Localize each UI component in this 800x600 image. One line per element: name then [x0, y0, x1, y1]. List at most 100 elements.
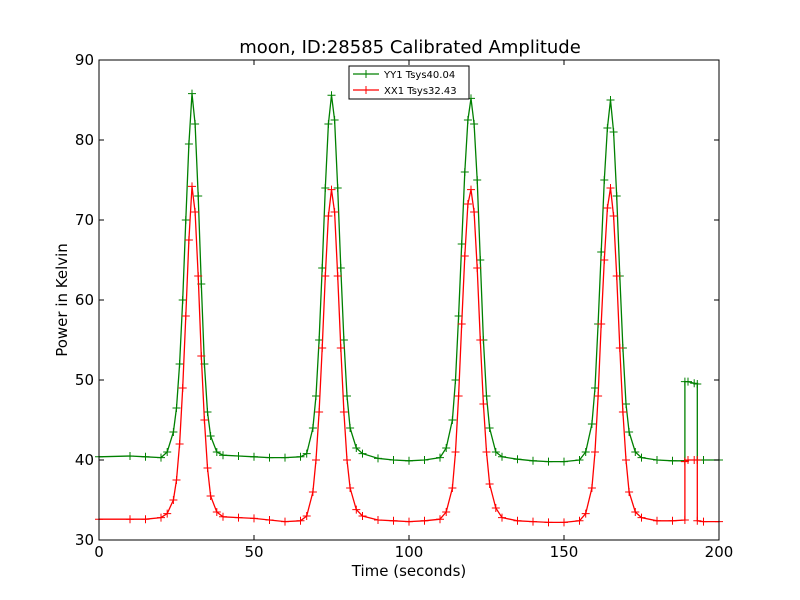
data-point [618, 408, 627, 416]
legend-label: XX1 Tsys32.43 [384, 86, 457, 97]
data-point [600, 176, 609, 184]
data-point [451, 376, 460, 384]
data-point [318, 264, 327, 272]
data-point [473, 176, 482, 184]
data-point [312, 392, 320, 400]
data-point [265, 453, 274, 462]
data-point [181, 216, 190, 224]
data-point [457, 320, 466, 328]
data-point [460, 168, 469, 176]
chart-title: moon, ID:28585 Calibrated Amplitude [239, 37, 581, 58]
data-point [442, 508, 451, 516]
data-point [339, 408, 348, 416]
data-point [693, 516, 702, 525]
data-point [454, 312, 463, 320]
data-point [389, 456, 398, 464]
data-point [358, 449, 367, 458]
data-point [281, 453, 289, 462]
data-point [308, 488, 317, 496]
data-point [169, 428, 178, 436]
data-point [219, 512, 227, 521]
data-point [206, 432, 215, 440]
data-point [327, 91, 336, 100]
data-point [597, 320, 606, 328]
data-point [581, 448, 590, 456]
data-point [482, 448, 491, 456]
data-point [597, 248, 606, 256]
data-point [352, 505, 361, 514]
data-point [324, 212, 333, 220]
data-point [467, 185, 475, 194]
data-point [544, 518, 553, 527]
data-point [302, 449, 311, 458]
series-0 [95, 89, 723, 466]
data-point [498, 452, 506, 461]
data-point [141, 452, 150, 461]
x-axis-label: Time (seconds) [351, 562, 467, 580]
data-point [491, 448, 500, 456]
data-point [668, 516, 677, 525]
data-point [330, 208, 339, 216]
data-point [498, 513, 506, 522]
data-point [126, 452, 134, 460]
data-point [454, 392, 463, 400]
data-point [206, 492, 215, 500]
data-point [163, 448, 172, 456]
data-point [668, 456, 677, 465]
data-point [191, 120, 200, 128]
data-point [389, 516, 398, 525]
y-axis-label: Power in Kelvin [53, 243, 71, 357]
data-point [699, 517, 708, 526]
data-point [352, 444, 361, 452]
data-point [339, 336, 348, 344]
data-point [631, 508, 640, 516]
data-point [203, 464, 212, 472]
data-point [346, 484, 355, 492]
data-point [587, 420, 596, 428]
data-point [615, 344, 624, 352]
data-point [321, 184, 330, 192]
data-point [358, 512, 367, 520]
plot-frame [98, 59, 720, 541]
data-point [420, 456, 429, 464]
data-point [560, 457, 568, 466]
data-point [321, 272, 330, 280]
data-point [178, 384, 187, 392]
data-point [448, 416, 457, 424]
data-point [476, 336, 485, 344]
data-point [197, 352, 206, 360]
data-point [315, 336, 324, 344]
data-point [200, 416, 209, 424]
data-point [308, 424, 317, 432]
data-point [591, 384, 599, 392]
data-point [184, 236, 193, 244]
data-point [591, 448, 599, 456]
legend-marker [362, 86, 370, 94]
data-point [653, 516, 661, 525]
data-point [482, 392, 491, 400]
x-tick-label: 150 [550, 543, 579, 561]
y-tick-label: 80 [75, 131, 94, 149]
legend-marker [362, 70, 370, 78]
data-point [473, 264, 482, 272]
data-point [126, 515, 134, 524]
data-point [529, 456, 537, 465]
data-point [420, 516, 429, 525]
data-point [603, 204, 612, 212]
data-point [172, 476, 181, 484]
data-point [625, 488, 634, 496]
data-point [157, 513, 165, 522]
data-point [194, 192, 203, 200]
data-point [250, 452, 258, 461]
data-point [265, 516, 274, 524]
data-point [405, 517, 413, 526]
data-point [318, 344, 327, 352]
data-point [315, 408, 324, 416]
data-point [333, 272, 342, 280]
data-point [405, 456, 413, 465]
data-point [609, 212, 618, 220]
data-point [234, 513, 243, 522]
data-point [172, 404, 181, 412]
